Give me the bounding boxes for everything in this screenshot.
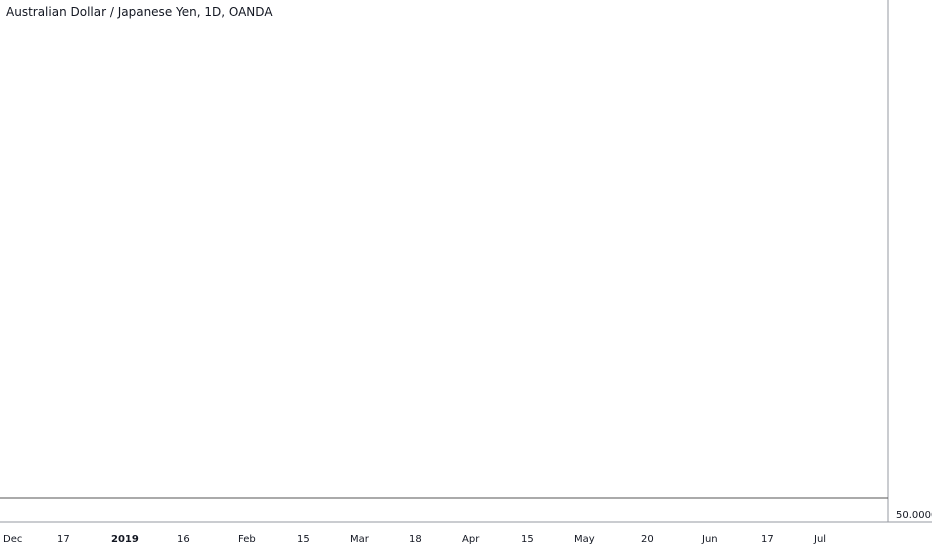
time-tick-label: 18 [409,534,422,545]
time-tick-label: Dec [3,534,22,545]
time-tick-label: 15 [297,534,310,545]
time-tick-label: Jun [701,534,718,545]
time-tick-label: 16 [177,534,190,545]
time-tick-label: May [574,534,595,545]
time-tick-label: 2019 [111,534,139,545]
time-tick-label: 15 [521,534,534,545]
time-tick-label: 17 [57,534,70,545]
time-tick-label: Mar [350,534,370,545]
time-tick-label: Apr [462,534,480,545]
time-tick-label: 20 [641,534,654,545]
time-tick-label: 17 [761,534,774,545]
lower-pane-tick-label: 50.0000 [896,510,932,521]
time-tick-label: Feb [238,534,256,545]
chart-title: Australian Dollar / Japanese Yen, 1D, OA… [6,5,273,19]
time-tick-label: Jul [813,534,826,545]
